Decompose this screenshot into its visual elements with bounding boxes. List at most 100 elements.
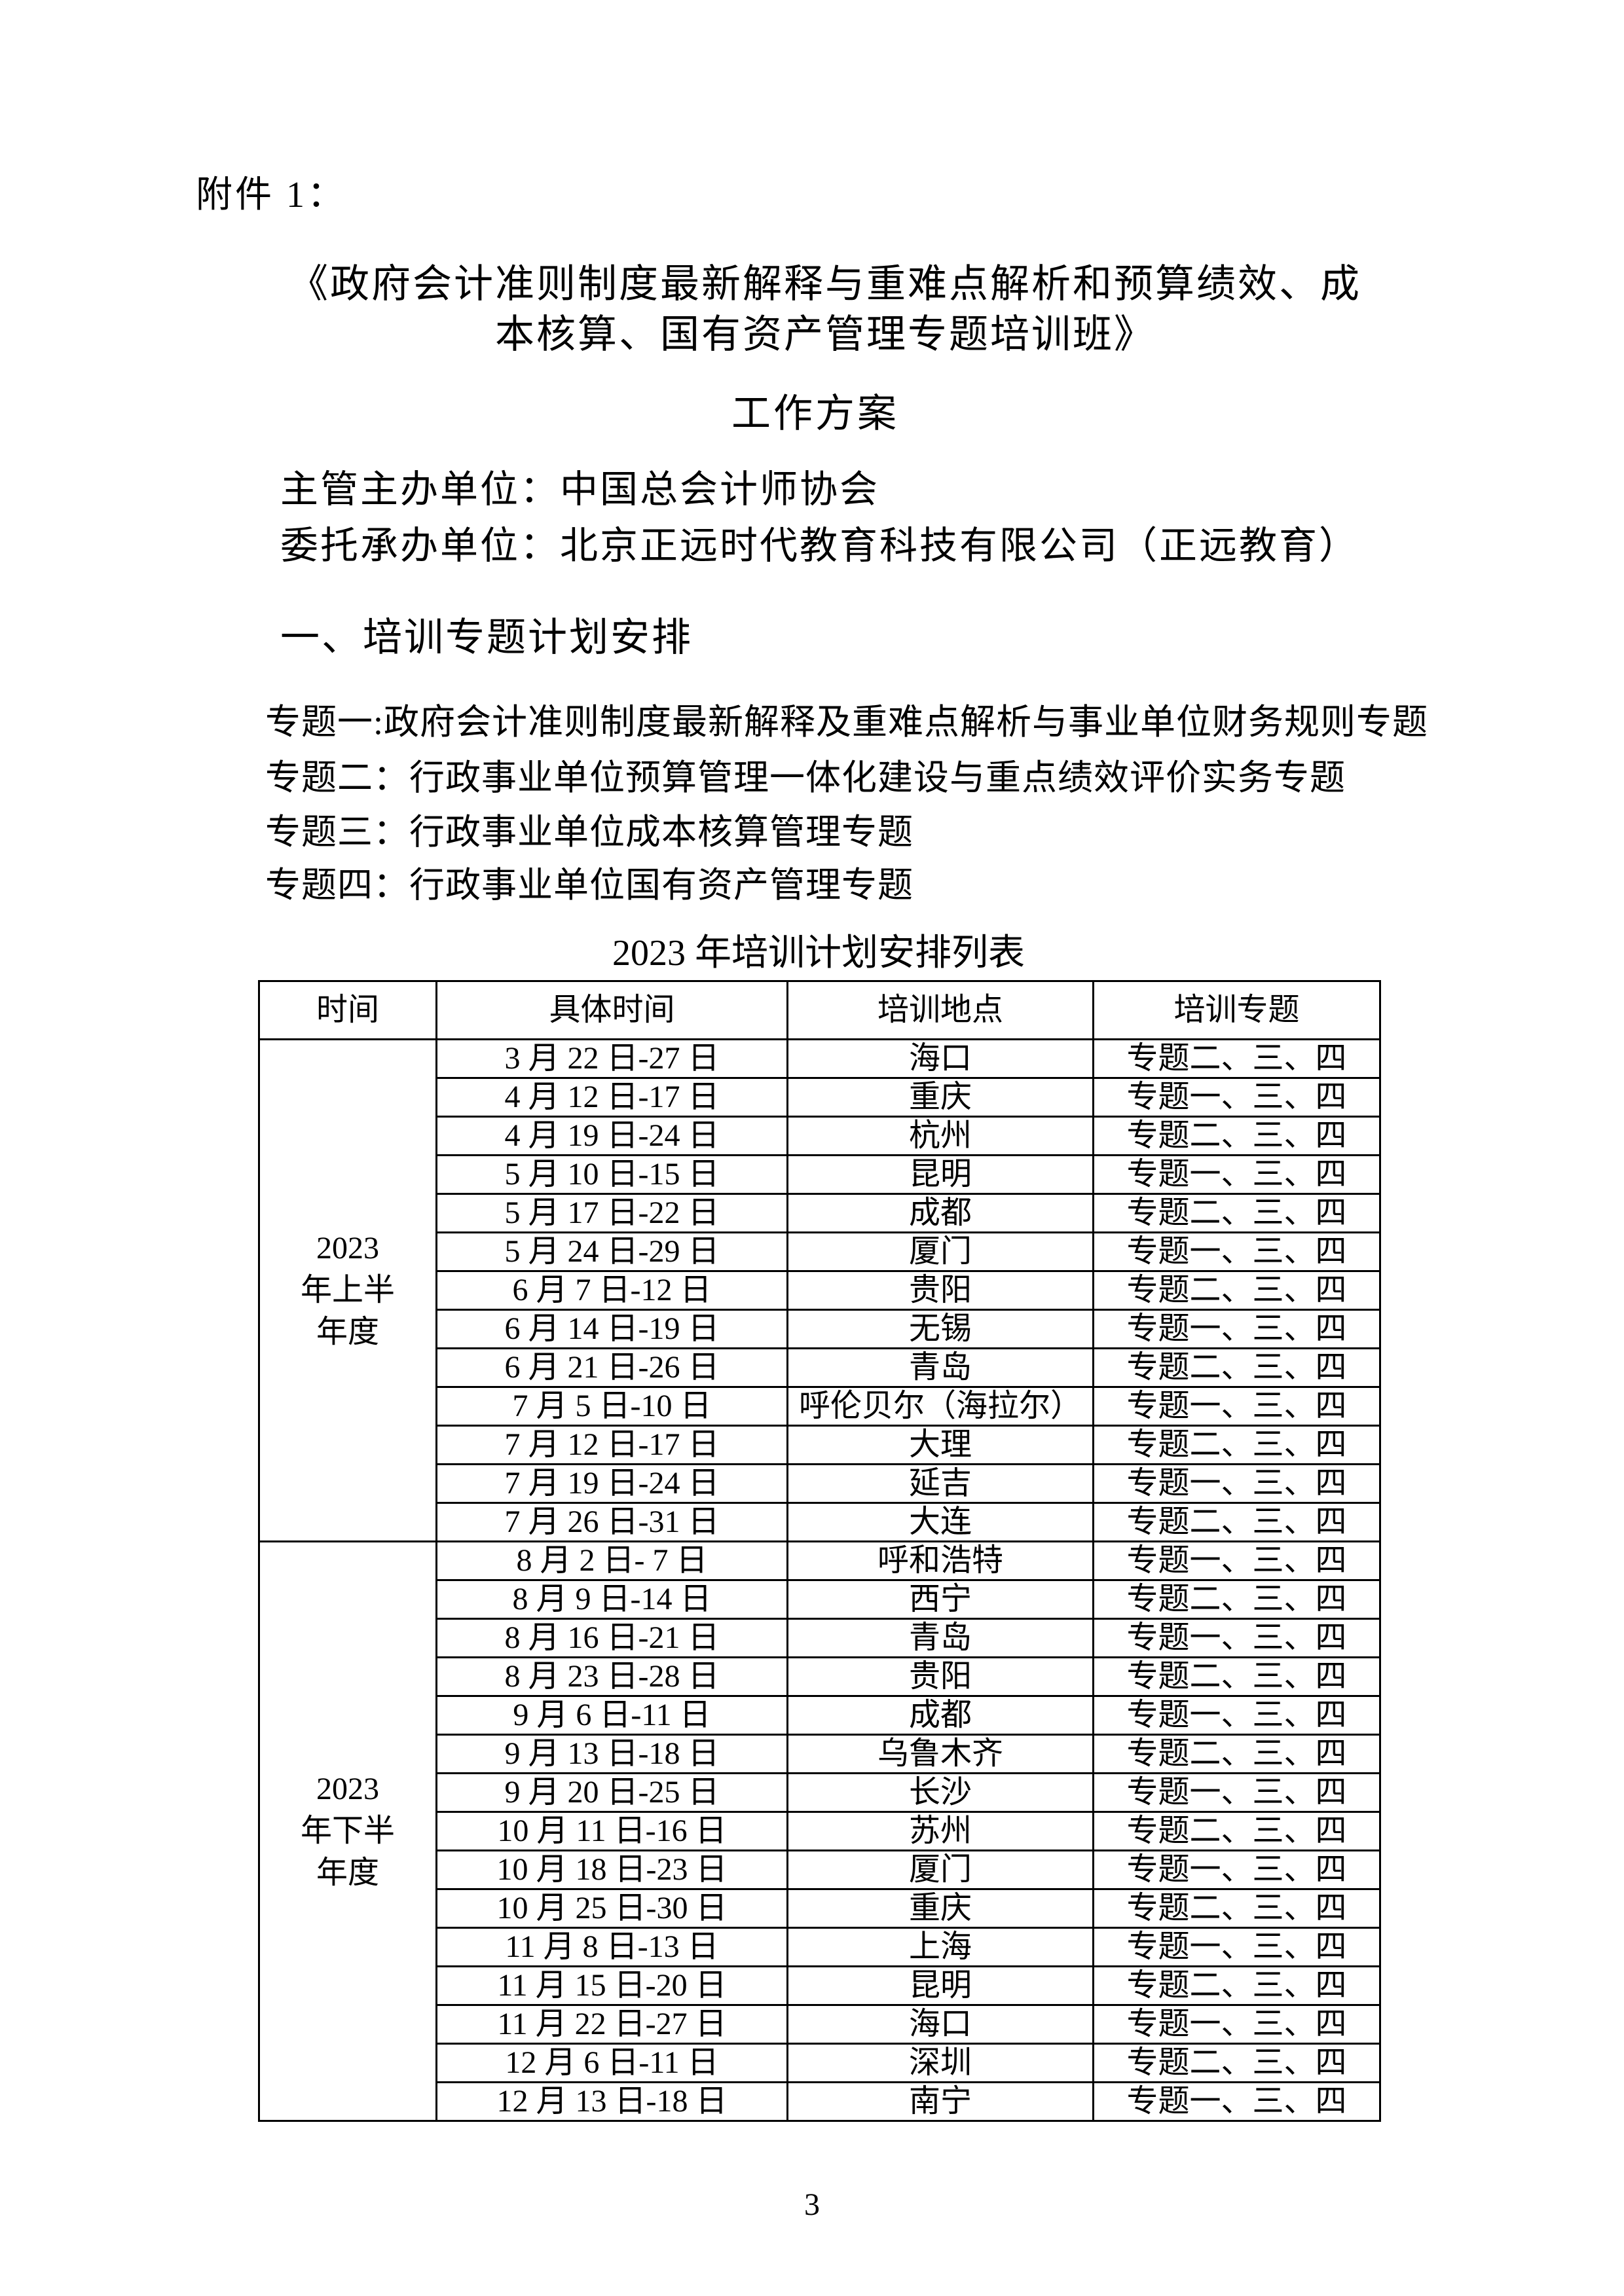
location-cell: 厦门 [786,1850,1094,1890]
topics-cell: 专题一、三、四 [1092,2081,1381,2122]
document-subtitle: 工作方案 [731,392,899,435]
topics-cell: 专题二、三、四 [1092,1193,1381,1233]
dates-cell: 5 月 10 日-15 日 [435,1154,788,1195]
location-cell: 厦门 [786,1231,1094,1272]
table-row: 9 月 20 日-25 日长沙 专题一、三、四 [259,1772,1381,1813]
topics-cell: 专题二、三、四 [1092,2043,1381,2083]
dates-cell: 11 月 8 日-13 日 [435,1927,788,1967]
location-cell: 贵阳 [786,1656,1094,1697]
location-cell: 昆明 [786,1965,1094,2006]
table-row: 4 月 12 日-17 日重庆 专题一、三、四 [259,1077,1381,1118]
topics-cell: 专题一、三、四 [1092,1772,1381,1813]
table-row: 2023 年上半年度 3 月 22 日-27 日海口 专题二、三、四 [258,1038,1381,1542]
dates-cell: 7 月 26 日-31 日 [435,1502,788,1542]
section-heading: 一、培训专题计划安排 [280,616,693,659]
topics-cell: 专题二、三、四 [1092,1965,1381,2006]
location-cell: 海口 [786,1038,1094,1079]
dates-cell: 8 月 23 日-28 日 [435,1656,788,1697]
location-cell: 呼伦贝尔（海拉尔） [786,1386,1094,1427]
dates-cell: 10 月 25 日-30 日 [435,1888,788,1929]
table-row: 10 月 11 日-16 日苏州 专题二、三、四 [259,1811,1381,1851]
table-row: 4 月 19 日-24 日杭州 专题二、三、四 [259,1116,1381,1156]
table-row: 10 月 25 日-30 日重庆 专题二、三、四 [259,1888,1381,1929]
table-row: 5 月 17 日-22 日成都 专题二、三、四 [259,1193,1381,1233]
attachment-label: 附件 1： [196,175,346,215]
topics-cell: 专题一、三、四 [1092,2004,1381,2045]
table-title: 2023 年培训计划安排列表 [612,933,1025,974]
table-row: 12 月 6 日-11 日深圳 专题二、三、四 [259,2043,1381,2083]
location-cell: 长沙 [786,1772,1094,1813]
table-row: 6 月 21 日-26 日青岛 专题二、三、四 [259,1347,1381,1388]
dates-cell: 7 月 5 日-10 日 [435,1386,788,1427]
dates-cell: 5 月 17 日-22 日 [435,1193,788,1233]
table-row: 11 月 15 日-20 日昆明 专题二、三、四 [259,1965,1381,2006]
topics-cell: 专题一、三、四 [1092,1618,1381,1658]
dates-cell: 5 月 24 日-29 日 [435,1231,788,1272]
schedule-table: 时间 具体时间 培训地点 培训专题 2023 年上半年度 3 月 22 日-27 … [258,980,1381,2122]
table-row: 6 月 7 日-12 日贵阳 专题二、三、四 [259,1270,1381,1311]
topics-cell: 专题一、三、四 [1092,1309,1381,1349]
dates-cell: 10 月 18 日-23 日 [435,1850,788,1890]
page-number: 3 [804,2187,820,2222]
dates-cell: 7 月 12 日-17 日 [435,1425,788,1465]
location-cell: 贵阳 [786,1270,1094,1311]
dates-cell: 6 月 14 日-19 日 [435,1309,788,1349]
topics-cell: 专题一、三、四 [1092,1463,1381,1504]
location-cell: 重庆 [786,1077,1094,1118]
topics-cell: 专题一、三、四 [1092,1695,1381,1736]
table-row: 10 月 18 日-23 日厦门 专题一、三、四 [259,1850,1381,1890]
dates-cell: 11 月 15 日-20 日 [435,1965,788,2006]
dates-cell: 11 月 22 日-27 日 [435,2004,788,2045]
table-row: 2023 年下半年度 8 月 2 日- 7 日呼和浩特 专题一、三、四 [258,1540,1381,2122]
document-title-line1: 《政府会计准则制度最新解释与重难点解析和预算绩效、成 [289,263,1361,306]
period-label: 2023 年下半年度 [300,1772,395,1890]
location-cell: 重庆 [786,1888,1094,1929]
dates-cell: 9 月 6 日-11 日 [435,1695,788,1736]
dates-cell: 9 月 20 日-25 日 [435,1772,788,1813]
location-cell: 成都 [786,1695,1094,1736]
table-row: 11 月 22 日-27 日海口 专题一、三、四 [259,2004,1381,2045]
location-cell: 昆明 [786,1154,1094,1195]
dates-cell: 8 月 16 日-21 日 [435,1618,788,1658]
table-row: 7 月 12 日-17 日大理 专题二、三、四 [259,1425,1381,1465]
topics-cell: 专题二、三、四 [1092,1038,1381,1079]
dates-cell: 6 月 21 日-26 日 [435,1347,788,1388]
topics-cell: 专题二、三、四 [1092,1888,1381,1929]
table-row: 6 月 14 日-19 日无锡 专题一、三、四 [259,1309,1381,1349]
topics-cell: 专题一、三、四 [1092,1231,1381,1272]
topics-cell: 专题二、三、四 [1092,1656,1381,1697]
dates-cell: 8 月 2 日- 7 日 [435,1540,788,1581]
topics-cell: 专题二、三、四 [1092,1116,1381,1156]
table-row: 5 月 24 日-29 日厦门 专题一、三、四 [259,1231,1381,1272]
table-row: 7 月 26 日-31 日大连 专题二、三、四 [259,1502,1381,1542]
topics-cell: 专题二、三、四 [1092,1425,1381,1465]
location-cell: 呼和浩特 [786,1540,1094,1581]
topics-cell: 专题一、三、四 [1092,1540,1381,1581]
period-cell: 2023 年下半年度 [258,1540,437,2122]
topics-cell: 专题二、三、四 [1092,1347,1381,1388]
header-location: 培训地点 [786,980,1094,1040]
location-cell: 大连 [786,1502,1094,1542]
dates-cell: 4 月 12 日-17 日 [435,1077,788,1118]
location-cell: 无锡 [786,1309,1094,1349]
dates-cell: 6 月 7 日-12 日 [435,1270,788,1311]
dates-cell: 12 月 13 日-18 日 [435,2081,788,2122]
location-cell: 大理 [786,1425,1094,1465]
dates-cell: 3 月 22 日-27 日 [435,1038,788,1079]
location-cell: 乌鲁木齐 [786,1734,1094,1774]
location-cell: 青岛 [786,1347,1094,1388]
topics-cell: 专题一、三、四 [1092,1850,1381,1890]
dates-cell: 9 月 13 日-18 日 [435,1734,788,1774]
dates-cell: 12 月 6 日-11 日 [435,2043,788,2083]
topics-cell: 专题二、三、四 [1092,1734,1381,1774]
topics-cell: 专题一、三、四 [1092,1077,1381,1118]
topics-cell: 专题一、三、四 [1092,1386,1381,1427]
topics-cell: 专题二、三、四 [1092,1811,1381,1851]
organizer-line: 主管主办单位：中国总会计师协会 [280,468,880,511]
dates-cell: 7 月 19 日-24 日 [435,1463,788,1504]
table-row: 7 月 5 日-10 日呼伦贝尔（海拉尔） 专题一、三、四 [259,1386,1381,1427]
table-row: 7 月 19 日-24 日延吉 专题一、三、四 [259,1463,1381,1504]
topic-item: 专题四：行政事业单位国有资产管理专题 [265,866,913,905]
period-cell: 2023 年上半年度 [258,1038,437,1542]
dates-cell: 10 月 11 日-16 日 [435,1811,788,1851]
